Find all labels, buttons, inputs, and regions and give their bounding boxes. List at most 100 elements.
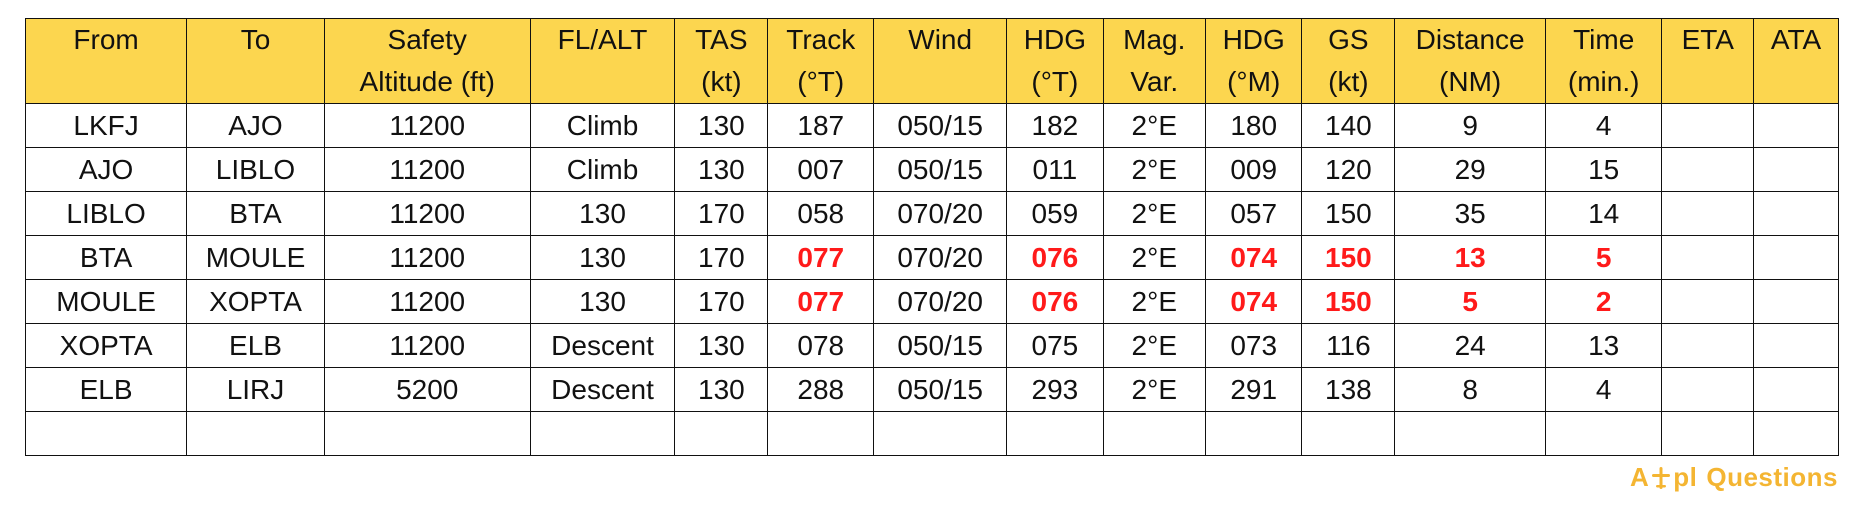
table-row	[24, 411, 1839, 456]
column-header-line: (kt)	[1328, 66, 1369, 97]
table-cell	[674, 411, 769, 456]
column-header: Time (min.)	[1544, 18, 1663, 104]
table-cell: 2°E	[1102, 103, 1206, 148]
table-cell	[767, 411, 875, 456]
table-cell: 009	[1204, 147, 1303, 192]
airplane-icon	[1652, 466, 1671, 489]
column-header-line: Distance	[1415, 24, 1525, 55]
table-cell: 059	[1006, 191, 1104, 236]
table-cell	[1753, 103, 1839, 148]
column-header-line: Track	[786, 24, 856, 55]
column-header-line: Time	[1573, 24, 1635, 55]
table-cell: 170	[674, 235, 769, 280]
logo-prefix: A	[1629, 462, 1650, 492]
table-cell: 8	[1394, 367, 1546, 412]
table-cell: 116	[1301, 323, 1396, 368]
table-cell	[1753, 323, 1839, 368]
table-cell	[1661, 411, 1755, 456]
table-cell	[1006, 411, 1104, 456]
table-cell: 050/15	[873, 323, 1008, 368]
column-header: Distance (NM)	[1394, 18, 1546, 104]
table-cell: 13	[1544, 323, 1663, 368]
table-cell: 150	[1301, 191, 1396, 236]
column-header-line: Wind	[908, 24, 973, 55]
table-cell: 11200	[323, 191, 531, 236]
table-cell: 13	[1394, 235, 1546, 280]
column-header-line: (NM)	[1439, 66, 1502, 97]
table-cell: 070/20	[873, 279, 1008, 324]
column-header-line: Var.	[1130, 66, 1179, 97]
nav-log-table: From To Safety Altitude (ft) FL/ALT TAS (kt) Tr…	[24, 18, 1839, 456]
table-cell	[1753, 147, 1839, 192]
table-cell	[1661, 279, 1755, 324]
table-cell: 070/20	[873, 191, 1008, 236]
table-cell: 35	[1394, 191, 1546, 236]
column-header: Track (°T)	[767, 18, 875, 104]
table-cell: Descent	[529, 367, 676, 412]
column-header: From	[24, 18, 188, 104]
table-cell: 2°E	[1102, 279, 1206, 324]
table-cell: 050/15	[873, 103, 1008, 148]
table-cell: 057	[1204, 191, 1303, 236]
column-header: FL/ALT	[529, 18, 676, 104]
table-cell	[1544, 411, 1663, 456]
column-header: HDG (°M)	[1204, 18, 1303, 104]
column-header: GS (kt)	[1301, 18, 1396, 104]
table-cell: ELB	[24, 367, 188, 412]
table-cell: 9	[1394, 103, 1546, 148]
table-cell: 074	[1204, 279, 1303, 324]
table-cell: 2°E	[1102, 235, 1206, 280]
table-cell: 11200	[323, 279, 531, 324]
table-cell	[1661, 235, 1755, 280]
column-header: Mag. Var.	[1102, 18, 1206, 104]
table-cell	[186, 411, 325, 456]
table-cell: 2°E	[1102, 147, 1206, 192]
column-header-line: GS	[1328, 24, 1369, 55]
table-cell: 050/15	[873, 147, 1008, 192]
column-header-line: From	[73, 24, 139, 55]
table-cell: 11200	[323, 103, 531, 148]
table-row: ELB LIRJ 5200 Descent 130 288 050/15 293 2°E 291 1…	[24, 367, 1839, 412]
table-cell: 130	[529, 235, 676, 280]
table-cell: 182	[1006, 103, 1104, 148]
table-cell: MOULE	[24, 279, 188, 324]
column-header-line: Safety	[387, 24, 467, 55]
column-header: To	[186, 18, 325, 104]
table-cell: 291	[1204, 367, 1303, 412]
column-header-line: (°T)	[1031, 66, 1079, 97]
table-cell: 077	[767, 279, 875, 324]
table-cell: Descent	[529, 323, 676, 368]
table-cell	[1661, 103, 1755, 148]
column-header-line: HDG	[1222, 24, 1285, 55]
table-cell: 24	[1394, 323, 1546, 368]
table-cell	[1394, 411, 1546, 456]
column-header: Safety Altitude (ft)	[323, 18, 531, 104]
table-row: BTA MOULE 11200 130 170 077 070/20 076 2°E 074 150…	[24, 235, 1839, 280]
table-cell: 140	[1301, 103, 1396, 148]
table-cell: 076	[1006, 279, 1104, 324]
table-cell: XOPTA	[186, 279, 325, 324]
column-header-line: ATA	[1770, 24, 1822, 55]
table-cell	[1301, 411, 1396, 456]
table-cell	[1753, 235, 1839, 280]
table-cell: LIRJ	[186, 367, 325, 412]
table-cell	[1204, 411, 1303, 456]
table-cell	[1661, 323, 1755, 368]
table-cell: AJO	[24, 147, 188, 192]
table-cell: 150	[1301, 279, 1396, 324]
table-cell	[323, 411, 531, 456]
table-cell	[24, 411, 188, 456]
table-cell: ELB	[186, 323, 325, 368]
column-header-line: (°T)	[797, 66, 845, 97]
column-header-line: Mag.	[1123, 24, 1186, 55]
column-header: ATA	[1753, 18, 1839, 104]
table-cell: 170	[674, 279, 769, 324]
column-header: TAS (kt)	[674, 18, 769, 104]
table-cell: LKFJ	[24, 103, 188, 148]
column-header-line: Altitude (ft)	[359, 66, 495, 97]
table-cell: 130	[674, 103, 769, 148]
table-cell: 293	[1006, 367, 1104, 412]
table-cell: 070/20	[873, 235, 1008, 280]
table-cell: 130	[529, 279, 676, 324]
column-header: ETA	[1661, 18, 1755, 104]
